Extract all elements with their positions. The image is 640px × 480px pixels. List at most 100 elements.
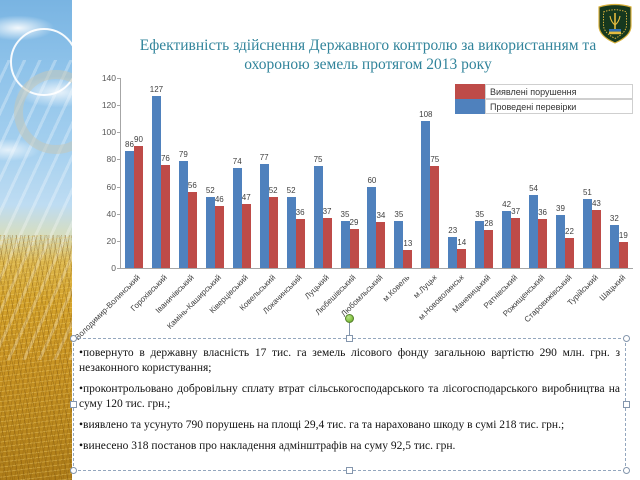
y-tick-mark — [117, 105, 121, 107]
value-label-violations: 13 — [403, 239, 413, 249]
bar-inspections — [475, 220, 485, 268]
bar-group: 32 19 — [606, 78, 633, 268]
bar-violations — [376, 221, 386, 268]
category-label: Камінь-Каширський — [165, 273, 224, 331]
value-label-inspections: 74 — [232, 156, 242, 166]
selection-handle-top-center[interactable] — [346, 335, 353, 342]
bar-inspections — [259, 163, 269, 268]
category-axis-labels: Володимир-Волинський Горохівський Іваничів… — [73, 269, 633, 347]
legend-entry: Виявлені порушення — [455, 84, 633, 99]
wheat-field-photo — [0, 0, 72, 480]
bar-group: 79 56 — [175, 78, 202, 268]
value-label-violations: 47 — [241, 193, 251, 203]
selection-handle-top-left[interactable] — [70, 335, 77, 342]
bar-inspections — [529, 194, 539, 268]
legend-color-swatch — [455, 84, 485, 99]
selection-handle-bottom-left[interactable] — [70, 467, 77, 474]
content-textbox[interactable]: •повернуто в державну власність 17 тис. … — [73, 338, 626, 471]
category-label: м.Ковель — [381, 273, 412, 304]
value-label-violations: 75 — [430, 155, 440, 165]
category-slot: Ратнівський — [482, 269, 525, 347]
bar-inspections — [151, 95, 161, 268]
category-slot: Рожищенський — [501, 269, 552, 347]
bar-inspections — [125, 151, 134, 268]
slide-title-line1: Ефективність здійснення Державного контр… — [139, 37, 597, 54]
y-tick-label: 80 — [106, 154, 116, 165]
value-label-inspections: 39 — [556, 204, 565, 214]
bar-violations — [322, 217, 332, 268]
bar-group: 35 28 — [471, 78, 498, 268]
value-label-violations: 37 — [322, 206, 332, 216]
category-label: Рожищенський — [500, 273, 547, 319]
category-label: Ратнівський — [481, 273, 520, 311]
category-slot: Камінь-Каширський — [165, 269, 229, 347]
bar-group: 39 22 — [552, 78, 579, 268]
bar-violations — [591, 209, 601, 268]
value-label-violations: 43 — [591, 198, 601, 208]
value-label-inspections: 35 — [394, 209, 404, 219]
value-label-inspections: 79 — [178, 149, 188, 159]
bar-group: 42 37 — [498, 78, 525, 268]
selection-handle-middle-right[interactable] — [623, 401, 630, 408]
y-tick-mark — [117, 213, 121, 215]
bullet-item: •повернуто в державну власність 17 тис. … — [79, 347, 620, 374]
bar-violations — [538, 219, 548, 268]
selection-handle-middle-left[interactable] — [70, 401, 77, 408]
bar-group: 52 36 — [283, 78, 310, 268]
bar-inspections — [556, 215, 565, 268]
bar-violations — [349, 228, 359, 268]
ring-decoration-bottom — [14, 70, 72, 154]
value-label-inspections: 54 — [529, 183, 539, 193]
category-slot: Іваничівський — [154, 269, 202, 347]
bar-group: 75 37 — [310, 78, 337, 268]
bar-violations — [565, 238, 574, 268]
value-label-violations: 36 — [295, 208, 305, 218]
category-slot: Локачинський — [261, 269, 310, 347]
value-label-violations: 36 — [538, 208, 548, 218]
bar-violations — [241, 204, 251, 268]
value-label-inspections: 32 — [609, 213, 619, 223]
category-slot: Любомльський — [339, 269, 390, 347]
category-label: м.Луцьк — [411, 273, 439, 301]
bar-group: 23 14 — [444, 78, 471, 268]
y-tick-mark — [117, 186, 121, 188]
bullet-item: •винесено 318 постанов про накладення ад… — [79, 439, 456, 452]
selection-handle-bottom-center[interactable] — [346, 467, 353, 474]
bar-inspections — [394, 220, 404, 268]
bar-inspections — [340, 220, 350, 268]
bar-inspections — [205, 197, 215, 268]
value-label-violations: 22 — [565, 227, 574, 237]
y-tick-label: 120 — [101, 100, 116, 111]
bar-violations — [214, 205, 224, 268]
value-label-violations: 37 — [511, 206, 521, 216]
bar-inspections — [367, 186, 377, 268]
bar-group: 108 75 — [417, 78, 444, 268]
selection-handle-bottom-right[interactable] — [623, 467, 630, 474]
bar-inspections — [582, 198, 592, 268]
bar-group: 77 52 — [256, 78, 283, 268]
value-label-violations: 19 — [618, 231, 628, 241]
legend-entry-label: Проведені перевірки — [485, 99, 633, 114]
category-label: Горохівський — [129, 273, 170, 314]
y-tick-label: 100 — [101, 127, 116, 138]
value-label-inspections: 52 — [205, 186, 215, 196]
category-slot: Турійський — [566, 269, 606, 347]
bar-inspections — [609, 224, 619, 268]
value-label-violations: 14 — [457, 238, 467, 247]
bar-group: 74 47 — [229, 78, 256, 268]
bar-violations — [295, 219, 305, 268]
rotation-handle-stem — [349, 323, 350, 335]
plot-area: 86 90 127 76 79 56 52 46 74 47 77 52 52 36 75 37 35 29 60 3… — [121, 78, 633, 268]
bar-violations — [268, 197, 278, 268]
slide-title-line2: охороною земель протягом 2013 року — [244, 56, 492, 74]
bar-violations — [134, 145, 143, 268]
y-tick-mark — [117, 240, 121, 242]
rotation-handle[interactable] — [345, 314, 354, 323]
selection-handle-top-right[interactable] — [623, 335, 630, 342]
category-label: Любомльський — [339, 273, 385, 319]
bar-group: 35 13 — [390, 78, 417, 268]
bar-violations — [511, 217, 521, 268]
y-tick-label: 20 — [106, 235, 116, 246]
bar-group: 86 90 — [121, 78, 148, 268]
y-axis-line — [120, 78, 121, 268]
